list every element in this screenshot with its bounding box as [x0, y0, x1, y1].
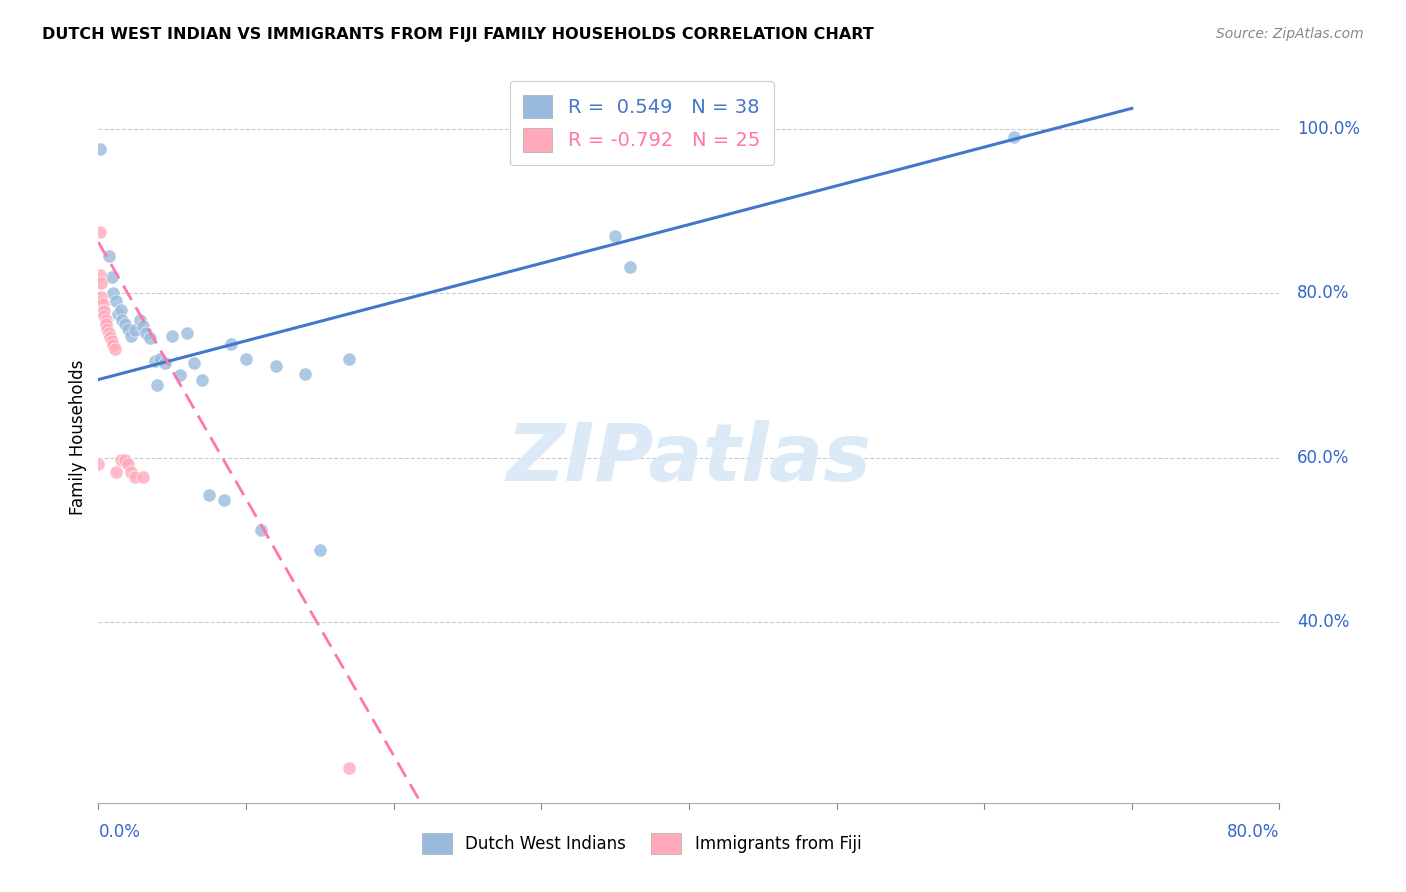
Point: [337, 761, 360, 775]
Point: [235, 351, 257, 366]
Point: [176, 326, 198, 340]
Point: [169, 368, 191, 383]
Point: [162, 329, 183, 343]
Point: [212, 493, 235, 508]
Text: 0.0%: 0.0%: [98, 823, 141, 841]
Y-axis label: Family Households: Family Households: [69, 359, 87, 515]
Point: [97, 249, 120, 263]
Point: [219, 337, 242, 351]
Text: 60.0%: 60.0%: [1298, 449, 1350, 467]
Point: [139, 331, 162, 345]
Point: [100, 334, 122, 348]
Point: [94, 318, 117, 332]
Point: [100, 269, 122, 284]
Point: [153, 356, 176, 370]
Point: [149, 351, 172, 366]
Point: [117, 322, 139, 336]
Point: [294, 367, 316, 381]
Text: 80.0%: 80.0%: [1227, 823, 1279, 841]
Point: [337, 351, 360, 366]
Point: [198, 487, 221, 501]
Point: [98, 330, 121, 344]
Point: [128, 312, 150, 326]
Text: DUTCH WEST INDIAN VS IMMIGRANTS FROM FIJI FAMILY HOUSEHOLDS CORRELATION CHART: DUTCH WEST INDIAN VS IMMIGRANTS FROM FIJ…: [42, 27, 875, 42]
Point: [96, 321, 118, 335]
Point: [309, 542, 332, 557]
Point: [87, 457, 110, 471]
Text: 40.0%: 40.0%: [1298, 613, 1350, 631]
Point: [90, 290, 112, 304]
Text: Source: ZipAtlas.com: Source: ZipAtlas.com: [1216, 27, 1364, 41]
Point: [143, 353, 166, 368]
Legend: Dutch West Indians, Immigrants from Fiji: Dutch West Indians, Immigrants from Fiji: [415, 827, 868, 860]
Point: [97, 326, 120, 340]
Point: [89, 225, 111, 239]
Point: [105, 294, 128, 309]
Point: [91, 297, 114, 311]
Point: [90, 277, 112, 291]
Point: [619, 260, 641, 274]
Point: [132, 319, 155, 334]
Text: 100.0%: 100.0%: [1298, 120, 1360, 138]
Point: [93, 310, 115, 324]
Point: [94, 313, 117, 327]
Point: [107, 307, 129, 321]
Point: [114, 318, 136, 332]
Point: [89, 268, 111, 282]
Point: [110, 453, 132, 467]
Point: [605, 228, 627, 243]
Point: [132, 469, 155, 483]
Point: [1002, 130, 1025, 145]
Point: [120, 329, 142, 343]
Text: 80.0%: 80.0%: [1298, 285, 1350, 302]
Point: [104, 342, 127, 356]
Point: [264, 359, 287, 373]
Text: ZIPatlas: ZIPatlas: [506, 420, 872, 498]
Point: [250, 523, 273, 537]
Point: [111, 312, 134, 326]
Point: [135, 326, 157, 340]
Point: [94, 318, 117, 332]
Point: [183, 356, 205, 370]
Point: [114, 453, 136, 467]
Point: [124, 469, 146, 483]
Point: [146, 378, 169, 392]
Point: [117, 457, 139, 471]
Point: [91, 304, 114, 318]
Point: [89, 143, 111, 157]
Point: [103, 286, 125, 301]
Point: [191, 373, 214, 387]
Point: [105, 466, 128, 480]
Point: [120, 466, 142, 480]
Point: [93, 304, 115, 318]
Point: [110, 302, 132, 317]
Point: [103, 338, 125, 352]
Point: [124, 323, 146, 337]
